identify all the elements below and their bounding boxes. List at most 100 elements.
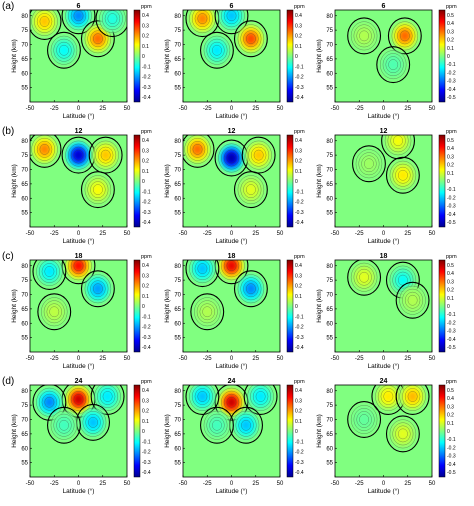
y-tick-label: 65	[326, 182, 333, 188]
y-tick-label: 55	[174, 86, 181, 92]
x-tick-label: 0	[77, 231, 81, 237]
x-axis-label: Latitude (°)	[63, 237, 95, 245]
heatmap-field	[335, 10, 432, 102]
anomaly-cell	[347, 260, 382, 296]
anomaly-level	[74, 261, 83, 270]
x-tick-label: -50	[179, 106, 188, 112]
colorbar-tick-label: -0.2	[295, 200, 304, 206]
contour-line	[65, 140, 92, 170]
anomaly-level	[247, 34, 255, 43]
zero-contour	[243, 385, 278, 415]
contour-line	[353, 265, 375, 289]
contour-line	[197, 263, 208, 274]
y-axis-label: Height (km)	[164, 39, 171, 73]
contour-line	[70, 391, 87, 408]
y-tick-label: 60	[174, 321, 181, 327]
contour-line	[36, 13, 53, 30]
anomaly-level	[401, 31, 409, 41]
contour-line	[385, 56, 401, 73]
colorbar-tick-label: -0.3	[295, 460, 304, 466]
contour-line	[212, 44, 222, 56]
y-tick-label: 65	[174, 307, 181, 313]
y-axis-label: Height (km)	[316, 414, 323, 448]
colorbar-unit: ppm	[141, 379, 152, 385]
contour-line	[73, 149, 84, 161]
contour-line	[394, 24, 416, 48]
contour-line	[84, 24, 112, 54]
colorbar	[133, 134, 141, 228]
zero-contour	[352, 145, 386, 183]
contour-line	[73, 260, 84, 272]
zero-contour	[347, 260, 382, 296]
contour-line	[36, 141, 53, 158]
contour-line	[189, 260, 216, 284]
y-axis-label: Height (km)	[11, 414, 18, 448]
x-tick-label: 50	[277, 231, 284, 237]
contour-line	[68, 10, 89, 28]
anomaly-cell	[61, 260, 96, 285]
y-tick-label: 75	[326, 278, 333, 284]
anomaly-level	[360, 273, 368, 282]
colorbar-tick-label: 0.2	[142, 34, 149, 40]
contour-line	[202, 306, 213, 318]
anomaly-level	[45, 267, 54, 276]
contour-line	[404, 388, 421, 405]
anomaly-cell	[47, 406, 81, 444]
contour-line	[70, 146, 87, 164]
colorbar-tick-label: -0.1	[447, 437, 456, 443]
anomaly-level	[399, 429, 407, 439]
y-tick-label: 55	[21, 336, 28, 342]
colorbar-tick-label: -0.1	[447, 187, 456, 193]
contour-line	[241, 419, 251, 431]
contour-line	[395, 271, 411, 289]
contour-line	[85, 414, 101, 431]
colorbar-tick-label: -0.3	[142, 85, 151, 91]
contour-line	[92, 140, 119, 170]
contour-line	[90, 181, 106, 198]
anomaly-level	[365, 159, 373, 168]
contour-line	[221, 146, 242, 170]
contour-line	[397, 27, 413, 45]
panel-title: 6	[382, 3, 386, 10]
x-tick-label: 25	[252, 481, 259, 487]
x-tick-label: 0	[382, 356, 386, 362]
contour-line	[237, 24, 265, 54]
contour-line	[388, 59, 399, 70]
x-tick-label: 25	[252, 356, 259, 362]
colorbar-tick-label: 0.1	[447, 296, 454, 302]
colorbar	[438, 384, 446, 478]
y-tick-label: 80	[21, 389, 28, 395]
colorbar-tick-label: 0.4	[142, 138, 149, 144]
contour-line	[93, 283, 103, 295]
anomaly-level	[101, 150, 110, 160]
y-tick-label: 70	[21, 293, 28, 299]
contour-line	[44, 396, 55, 408]
colorbar-tick-label: 0.3	[447, 279, 454, 285]
x-tick-label: -25	[203, 231, 212, 237]
contour-line	[70, 10, 87, 25]
contour-line	[59, 419, 69, 431]
y-tick-label: 65	[21, 432, 28, 438]
y-axis-label: Height (km)	[11, 39, 18, 73]
contour-line	[395, 425, 411, 443]
contour-line	[31, 10, 58, 36]
colorbar-tick-label: -0.2	[142, 200, 151, 206]
colorbar-tick-label: -0.5	[447, 470, 456, 476]
contour-line	[221, 390, 242, 414]
contour-line	[99, 388, 116, 405]
anomaly-cell	[352, 145, 386, 183]
contour-line	[356, 27, 372, 45]
colorbar-tick-label: -0.1	[142, 314, 151, 320]
anomaly-level	[399, 275, 407, 285]
x-tick-label: 50	[429, 231, 436, 237]
contour-line	[50, 35, 78, 65]
zero-contour	[376, 46, 411, 84]
x-tick-label: -50	[26, 231, 35, 237]
contour-line	[99, 10, 126, 34]
anomaly-cell	[385, 415, 420, 453]
contour-line	[203, 410, 231, 440]
contour-line	[399, 285, 426, 315]
zero-contour	[214, 385, 249, 421]
